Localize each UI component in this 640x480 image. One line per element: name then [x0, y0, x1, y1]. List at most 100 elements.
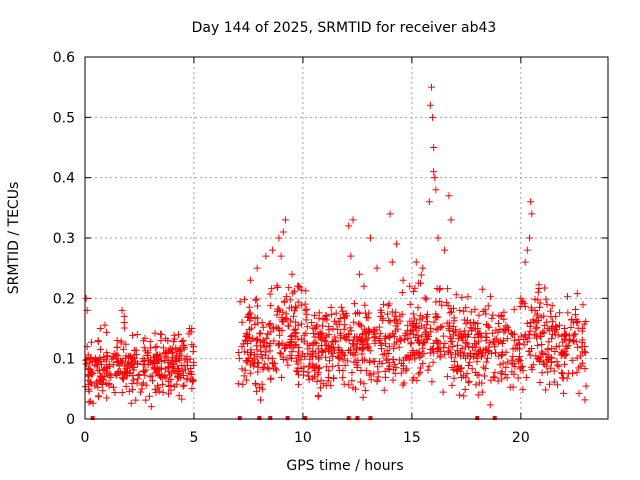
data-point [279, 308, 287, 316]
data-point [132, 396, 140, 404]
data-point [350, 336, 358, 344]
data-point [287, 341, 295, 349]
data-point [430, 168, 438, 176]
data-point [340, 380, 348, 388]
data-point [465, 361, 473, 369]
data-point [335, 353, 343, 361]
data-point [582, 382, 590, 390]
data-point [96, 325, 104, 332]
data-point [519, 297, 527, 305]
data-point [411, 284, 419, 292]
data-point [347, 252, 355, 260]
data-point [423, 310, 431, 318]
data-point [432, 326, 440, 334]
data-point [167, 386, 175, 394]
data-point [303, 323, 311, 331]
data-point [137, 388, 145, 396]
data-point [439, 332, 447, 340]
data-point [93, 380, 101, 388]
data-point [375, 358, 383, 366]
data-point [437, 323, 445, 331]
data-point [269, 364, 277, 372]
data-point [515, 355, 523, 363]
data-point [284, 322, 292, 330]
plot-frame [84, 56, 609, 420]
data-point [516, 365, 524, 373]
data-point [558, 369, 566, 377]
data-point [279, 228, 287, 236]
data-point [416, 352, 424, 360]
data-point [481, 365, 489, 373]
data-point [517, 294, 525, 302]
data-point [175, 374, 183, 382]
data-point [330, 374, 338, 382]
data-point [421, 294, 429, 302]
data-point [578, 359, 586, 367]
data-point [431, 174, 439, 182]
data-point [564, 309, 572, 317]
data-point [540, 312, 548, 320]
data-point [82, 356, 90, 364]
data-point [235, 348, 243, 356]
data-point [345, 222, 353, 230]
data-point [190, 358, 198, 366]
data-point [322, 363, 330, 371]
data-point [234, 380, 242, 388]
data-point [418, 333, 426, 341]
data-point [381, 373, 389, 381]
data-point [419, 264, 427, 272]
data-point [409, 376, 417, 384]
data-point [560, 325, 568, 332]
data-point [309, 353, 317, 361]
data-point [558, 374, 566, 382]
data-point [388, 308, 396, 316]
data-point [539, 349, 547, 357]
data-point [338, 349, 346, 357]
data-point [356, 344, 364, 352]
gap-marker [90, 416, 95, 420]
gap-marker [346, 416, 351, 420]
data-point [534, 288, 542, 296]
data-point [443, 299, 451, 307]
data-point [441, 350, 449, 358]
data-point [352, 345, 360, 353]
data-point [429, 358, 437, 366]
data-point [314, 369, 322, 377]
data-point [322, 353, 330, 361]
data-point [526, 327, 534, 335]
data-point [292, 304, 300, 312]
data-point [475, 338, 483, 346]
data-point [581, 396, 589, 404]
data-point [473, 331, 481, 339]
data-point [246, 317, 254, 325]
data-point [517, 364, 525, 372]
data-point [467, 308, 475, 316]
data-point [410, 315, 418, 323]
data-point [268, 285, 276, 293]
data-point [496, 361, 504, 369]
data-point [494, 328, 502, 336]
data-point [241, 366, 249, 374]
data-point [527, 319, 535, 327]
data-point [457, 364, 465, 372]
data-point [515, 336, 523, 344]
data-point [128, 354, 136, 362]
data-point [164, 367, 172, 375]
data-point [482, 349, 490, 357]
data-point [152, 388, 160, 396]
data-point [314, 392, 322, 400]
data-point [130, 366, 138, 374]
data-point [349, 216, 357, 224]
data-point [295, 380, 303, 388]
data-point [315, 355, 323, 363]
data-point [266, 347, 274, 355]
data-point [345, 381, 353, 389]
data-point [424, 331, 432, 339]
data-point [262, 348, 270, 356]
data-point [144, 361, 152, 369]
data-point [468, 365, 476, 373]
x-tick-label: 5 [189, 430, 198, 446]
data-point [274, 283, 282, 291]
data-point [157, 331, 165, 339]
data-point [545, 338, 553, 346]
